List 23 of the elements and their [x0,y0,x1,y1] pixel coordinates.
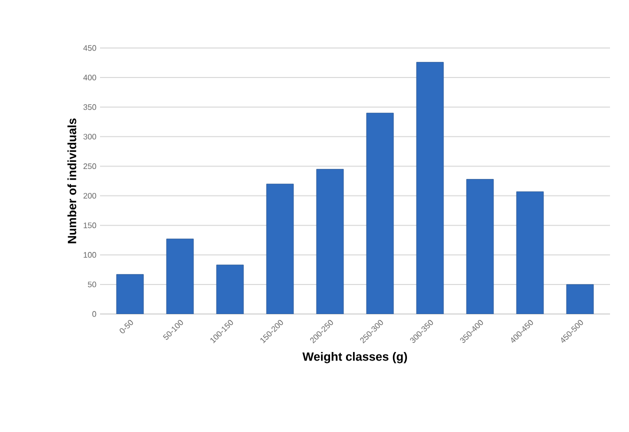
bar [216,264,244,314]
x-axis-title: Weight classes (g) [302,352,407,364]
bar [416,62,444,314]
bar [316,168,344,314]
bar [466,179,494,314]
y-tick-label: 300 [83,134,96,140]
y-tick-label: 350 [83,104,96,110]
y-tick-label: 250 [84,163,96,170]
bar [516,191,544,314]
y-axis-title: Number of individuals [67,118,76,244]
bar [116,274,144,314]
bar [366,112,394,314]
y-tick-label: 200 [84,192,96,199]
x-tick-label: 0-50 [120,320,133,334]
y-tick-label: 150 [84,222,96,228]
y-tick-label: 100 [84,252,96,258]
bar [266,184,294,314]
bar [166,238,194,314]
y-tick-label: 0 [92,311,96,317]
y-tick-label: 400 [83,74,96,80]
y-tick-label: 450 [83,45,96,51]
y-tick-label: 50 [88,282,96,288]
bar [566,284,594,314]
